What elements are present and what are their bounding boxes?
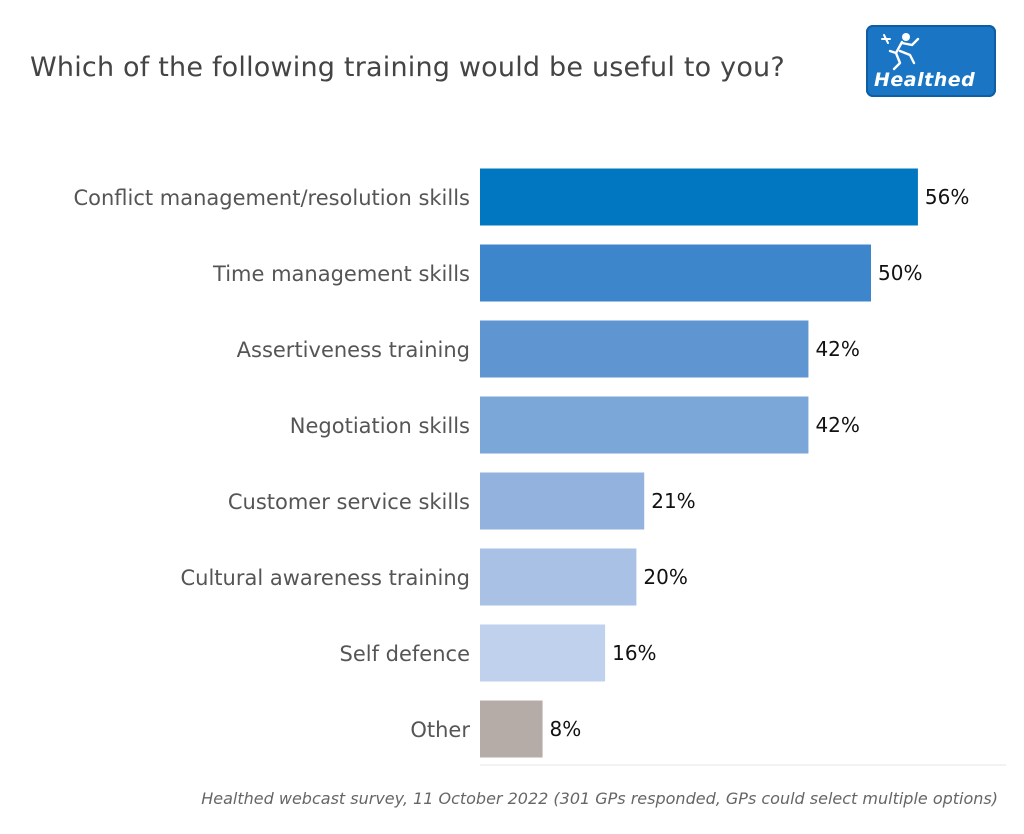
value-label: 16% [612, 641, 656, 665]
category-label: Conflict management/resolution skills [73, 186, 470, 210]
healthed-logo: Healthed [866, 25, 996, 97]
category-label: Negotiation skills [290, 414, 470, 438]
source-note: Healthed webcast survey, 11 October 2022… [201, 789, 998, 808]
value-label: 20% [643, 565, 687, 589]
bar [480, 548, 637, 606]
category-label: Self defence [340, 642, 471, 666]
category-label: Assertiveness training [237, 338, 470, 362]
logo-text: Healthed [874, 69, 976, 91]
runner-figure-icon [881, 33, 920, 71]
value-label: 8% [550, 717, 582, 741]
value-label: 42% [815, 337, 859, 361]
category-label: Other [410, 718, 470, 742]
bar [480, 168, 918, 226]
category-label: Customer service skills [228, 490, 470, 514]
bar [480, 320, 809, 378]
value-label: 42% [815, 413, 859, 437]
bar [480, 472, 645, 530]
bar [480, 396, 809, 454]
category-label: Time management skills [212, 262, 470, 286]
value-label: 50% [878, 261, 922, 285]
chart-title: Which of the following training would be… [30, 52, 785, 83]
bar [480, 700, 543, 758]
bar [480, 244, 871, 302]
bar [480, 624, 606, 682]
category-label: Cultural awareness training [180, 566, 470, 590]
value-label: 56% [925, 185, 969, 209]
value-label: 21% [651, 489, 695, 513]
